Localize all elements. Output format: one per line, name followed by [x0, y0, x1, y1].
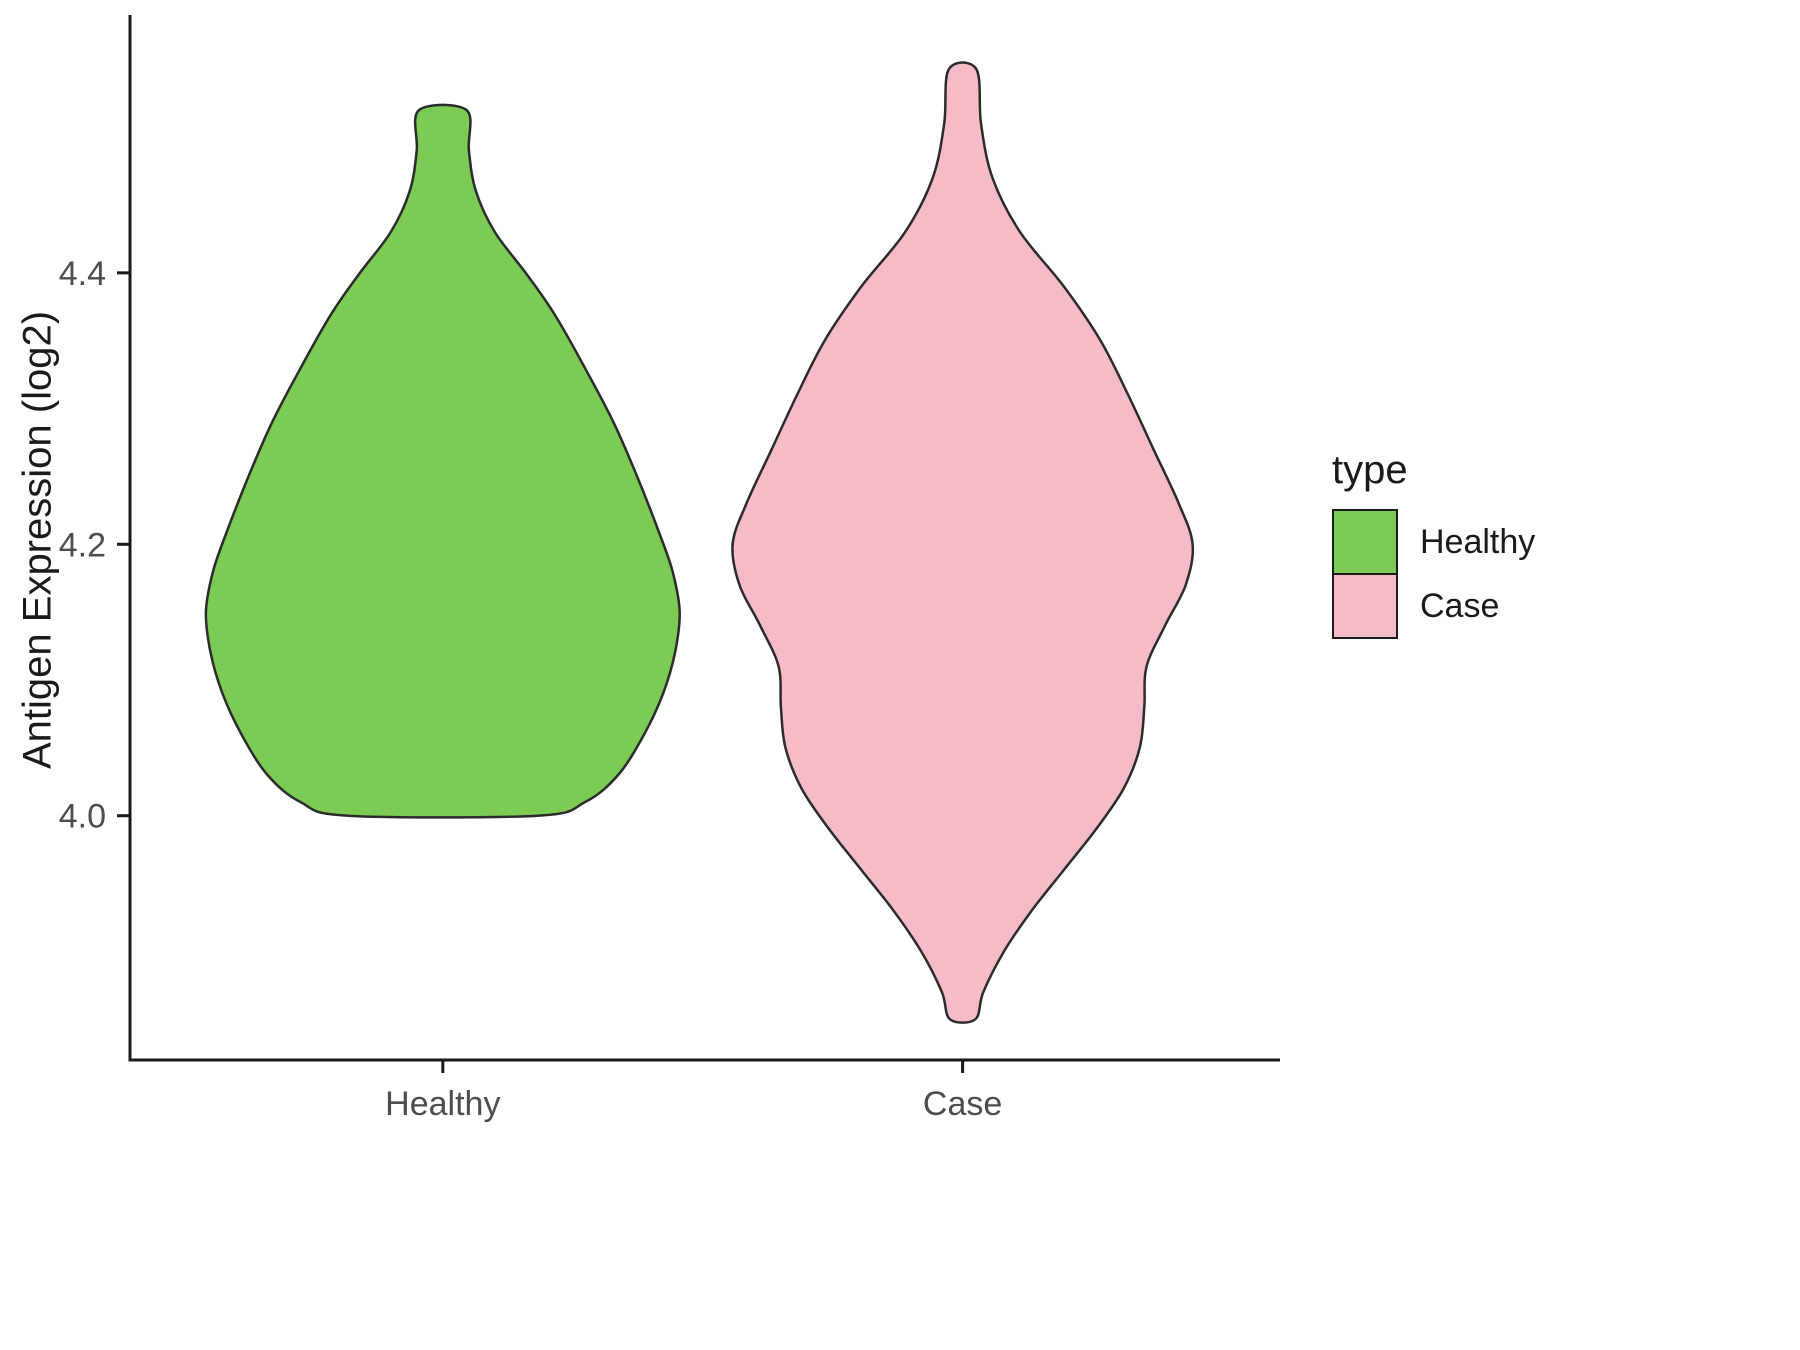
legend-key-swatch [1332, 573, 1398, 639]
legend: type Healthy Case [1332, 448, 1535, 639]
x-category-label: Healthy [385, 1085, 500, 1123]
legend-item-label: Case [1420, 586, 1500, 625]
y-tick-label: 4.0 [59, 798, 106, 836]
y-tick-label: 4.4 [59, 255, 106, 293]
legend-item-label: Healthy [1420, 522, 1536, 561]
legend-key-swatch [1332, 509, 1398, 575]
y-axis-title: Antigen Expression (log2) [15, 310, 60, 770]
legend-item-healthy: Healthy [1332, 509, 1535, 575]
legend-title: type [1332, 448, 1408, 492]
y-tick-label: 4.2 [59, 526, 106, 564]
legend-item-case: Case [1332, 573, 1535, 639]
violin-case [731, 61, 1195, 1024]
x-category-label: Case [923, 1085, 1002, 1123]
axis-lines [128, 15, 1280, 1062]
violin-healthy [204, 103, 681, 819]
